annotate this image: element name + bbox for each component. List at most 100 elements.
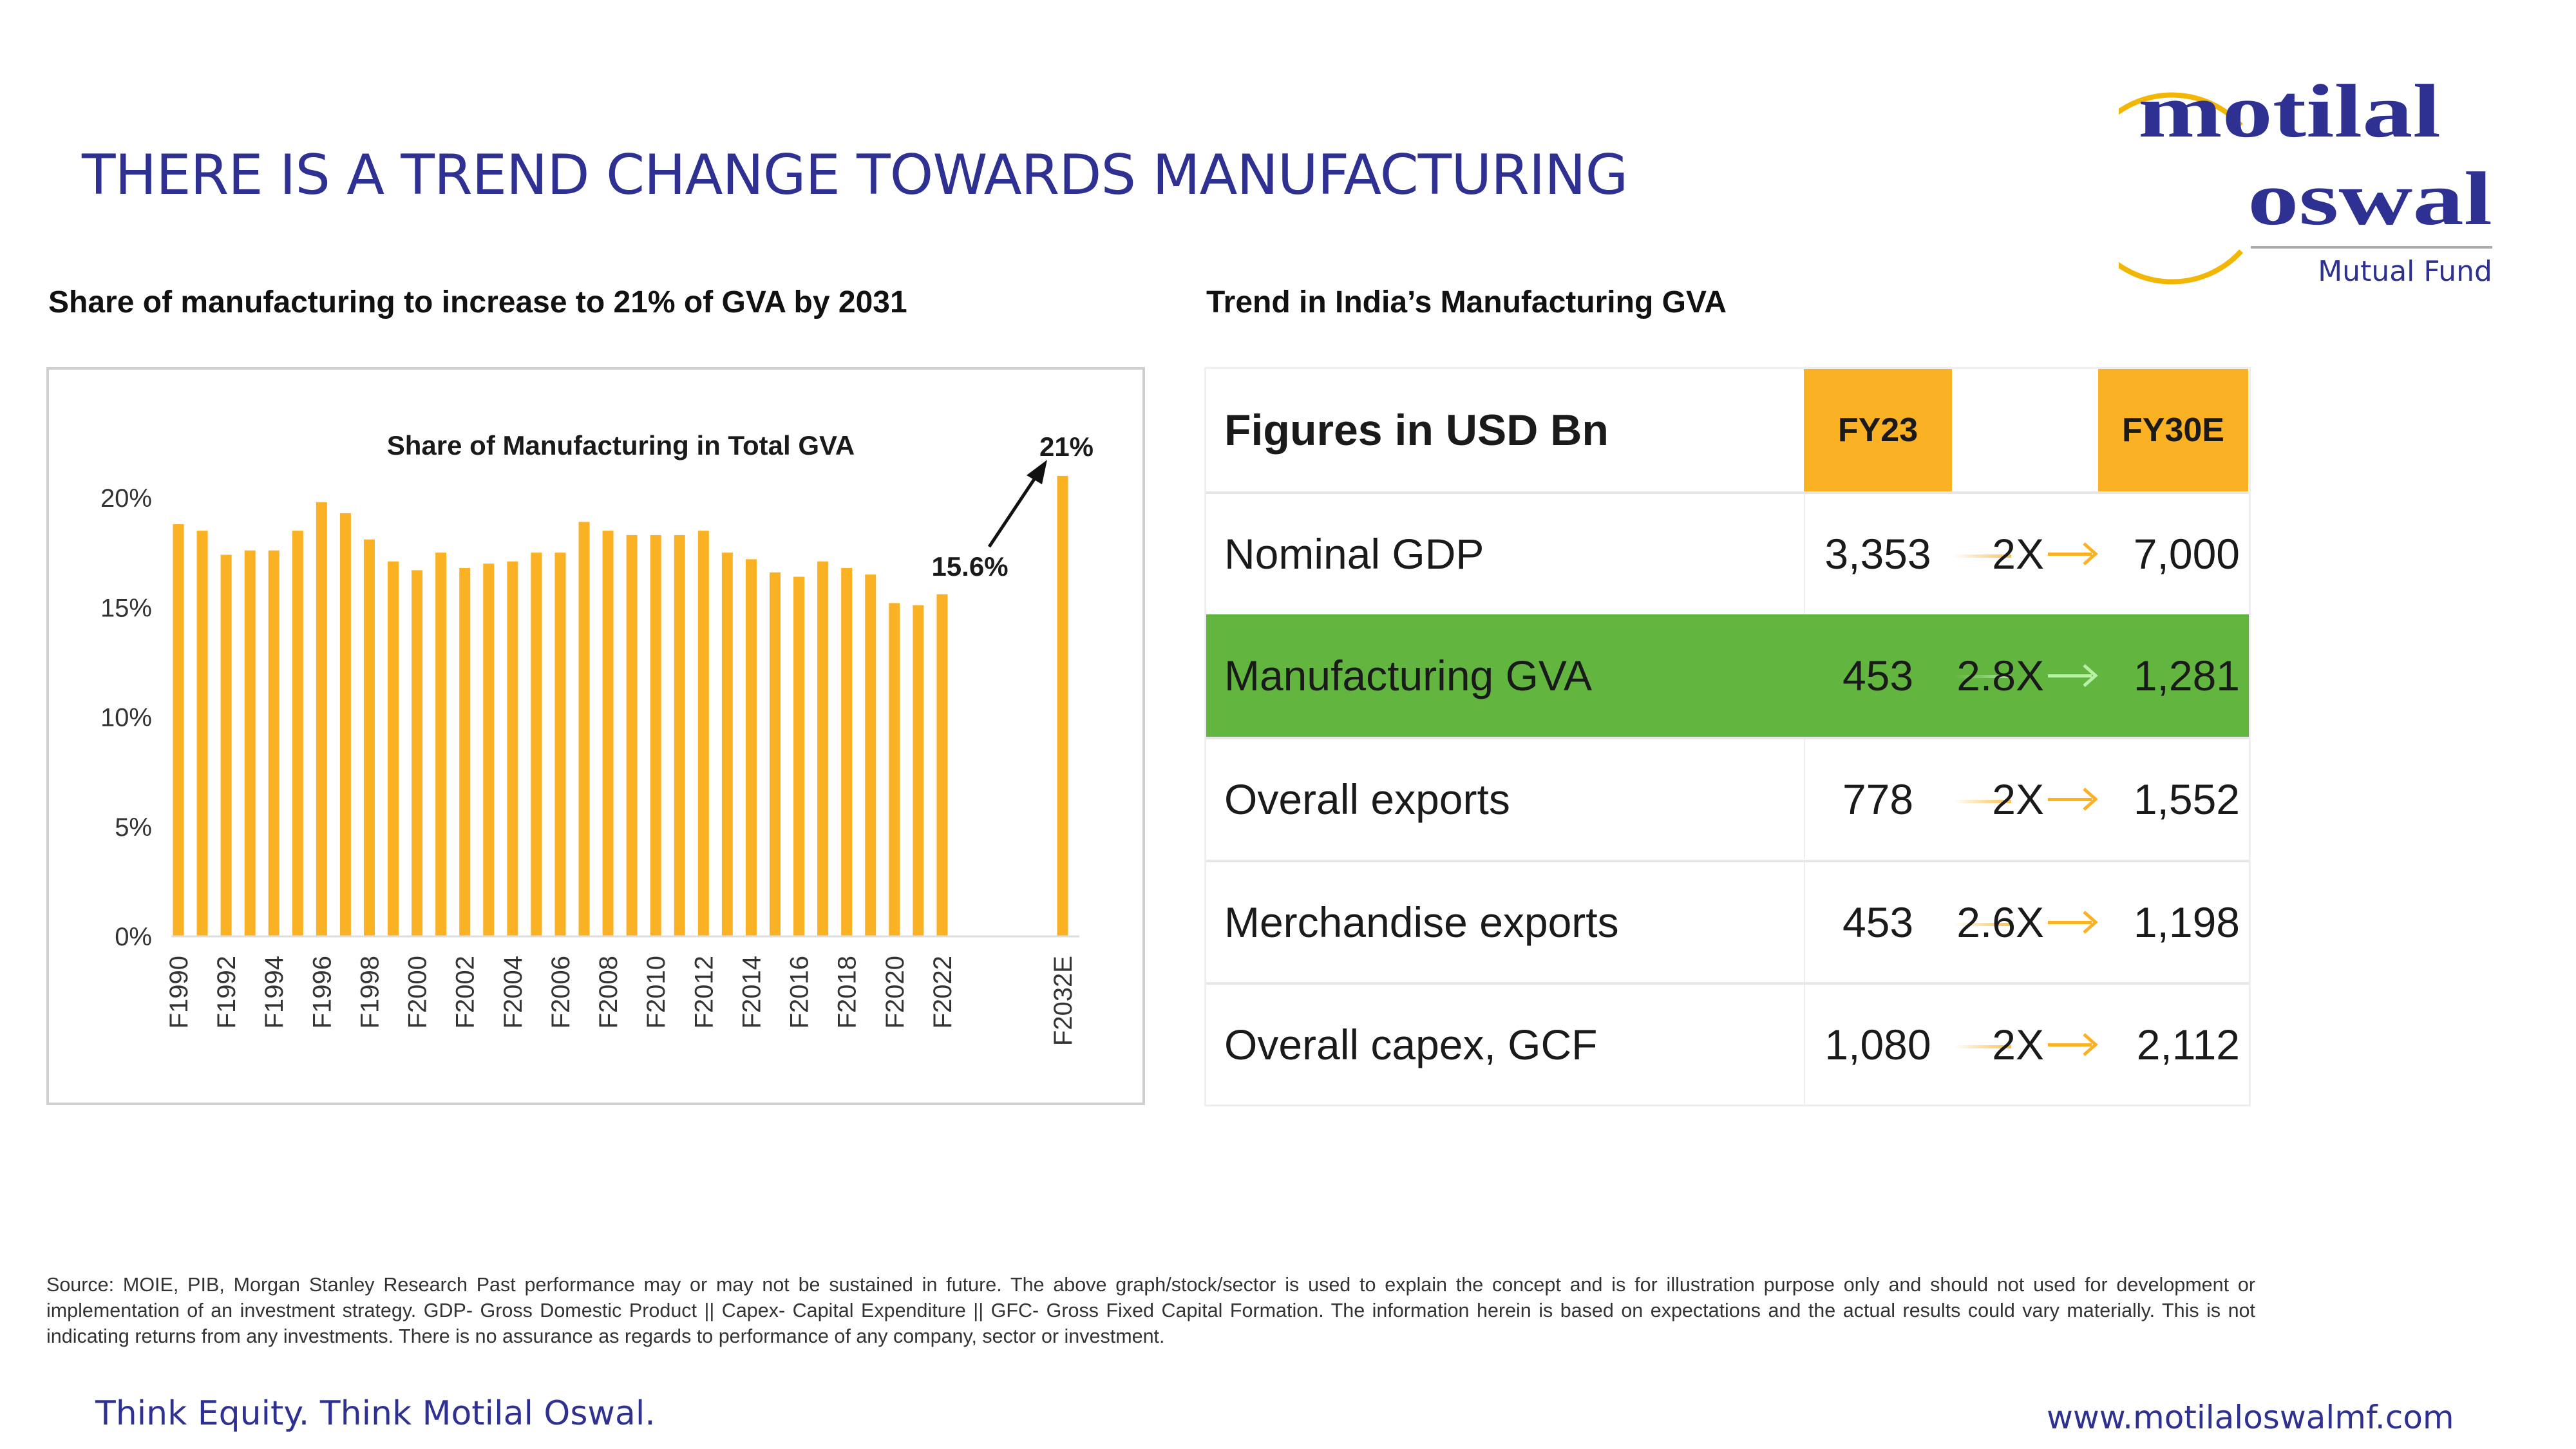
arrow-right-icon — [2048, 1033, 2098, 1056]
growth-multiple: 2X — [1953, 985, 2098, 1104]
fy23-value: 1,080 — [1824, 1021, 1931, 1068]
column-divider — [1804, 985, 1805, 1104]
bar-F2005 — [531, 553, 542, 936]
row-label: Manufacturing GVA — [1224, 651, 1593, 699]
manufacturing-gva-table: Figures in USD Bn FY23 FY30E Nominal GDP… — [1204, 367, 2251, 1106]
bar-F2004 — [507, 561, 518, 936]
fy23-value: 3,353 — [1824, 530, 1931, 578]
x-tick-label: F1990 — [165, 956, 193, 1028]
row-label: Overall exports — [1224, 775, 1510, 823]
fy30e-value: 1,281 — [2133, 651, 2240, 699]
x-tick-label: F2018 — [833, 956, 862, 1028]
fy23-value: 453 — [1842, 651, 1914, 699]
x-tick-label: F2012 — [690, 956, 718, 1028]
bar-F1993 — [244, 550, 256, 936]
website-link[interactable]: www.motilaloswalmf.com — [2047, 1399, 2454, 1436]
arrow-right-icon — [2048, 788, 2098, 811]
growth-multiple: 2.6X — [1953, 862, 2098, 982]
multiple-text: 2X — [1992, 1021, 2044, 1068]
bar-F2015 — [770, 572, 781, 936]
bar-F1998 — [363, 539, 375, 936]
chart-subtitle: Share of manufacturing to increase to 21… — [48, 285, 907, 319]
fade-line-icon — [1953, 800, 2011, 803]
header-fy30e: FY30E — [2098, 369, 2248, 491]
growth-multiple: 2X — [1953, 494, 2098, 614]
bar-F2019 — [865, 574, 876, 936]
column-divider — [1804, 494, 1805, 614]
x-tick-label: F2008 — [594, 956, 623, 1028]
x-tick-label: F1998 — [355, 956, 384, 1028]
bar-F2002 — [459, 567, 471, 936]
header-fy23: FY23 — [1804, 369, 1952, 491]
table-row: Overall exports 778 2X 1,552 — [1206, 737, 2249, 859]
row-label: Overall capex, GCF — [1224, 1021, 1598, 1068]
x-tick-label: F2014 — [737, 956, 766, 1028]
fy23-value: 778 — [1842, 775, 1914, 823]
bar-F2014 — [745, 559, 757, 936]
bar-F2020 — [889, 603, 900, 936]
annotation-projection: 21% — [1039, 431, 1094, 462]
column-divider — [1804, 739, 1805, 859]
x-tick-label: F2016 — [786, 956, 814, 1028]
fade-line-icon — [1953, 922, 2011, 926]
logo-line1: motilal — [2138, 69, 2441, 153]
fy23-value: 453 — [1842, 898, 1914, 946]
multiple-text: 2.6X — [1956, 898, 2044, 946]
multiple-text: 2.8X — [1956, 651, 2044, 699]
fade-line-icon — [1953, 674, 2011, 678]
multiple-text: 2X — [1992, 775, 2044, 823]
bar-F1999 — [388, 561, 399, 936]
bar-F2007 — [578, 522, 590, 936]
logo-line3: Mutual Fund — [2318, 255, 2492, 287]
arrow-right-icon — [2048, 663, 2098, 687]
logo-ring-icon — [2119, 92, 2243, 285]
bar-F2022 — [936, 594, 948, 936]
chart-canvas: Share of Manufacturing in Total GVA 0% 5%… — [100, 430, 1094, 1046]
bar-F2018 — [841, 567, 853, 936]
source-disclaimer: Source: MOIE, PIB, Morgan Stanley Resear… — [46, 1274, 2255, 1347]
trend-arrow-icon — [987, 460, 1047, 548]
fy30e-value: 1,552 — [2133, 775, 2240, 823]
x-tick-label: F2032E — [1049, 956, 1077, 1046]
tagline: Think Equity. Think Motilal Oswal. — [95, 1394, 656, 1433]
bar-F2009 — [626, 535, 638, 936]
x-tick-label: F2020 — [881, 956, 909, 1028]
bar-F2010 — [650, 535, 661, 936]
x-tick-label: F1992 — [213, 956, 241, 1028]
bar-F2008 — [602, 531, 614, 936]
table-row: Nominal GDP 3,353 2X 7,000 — [1206, 491, 2249, 614]
table-row: Overall capex, GCF 1,080 2X 2,112 — [1206, 982, 2249, 1104]
bars — [173, 475, 1068, 936]
motilal-oswal-logo: motilal oswal Mutual Fund — [2119, 69, 2492, 287]
table-row: Merchandise exports 453 2.6X 1,198 — [1206, 859, 2249, 982]
manufacturing-share-chart: Share of Manufacturing in Total GVA 0% 5%… — [46, 367, 1145, 1105]
x-tick-label: F2010 — [642, 956, 670, 1028]
row-label: Merchandise exports — [1224, 898, 1619, 946]
bar-F2021 — [913, 605, 924, 936]
x-tick-label: F2004 — [499, 956, 527, 1028]
bar-F1991 — [196, 531, 208, 936]
x-tick-label: F2006 — [547, 956, 575, 1028]
bar-F1995 — [292, 531, 303, 936]
arrow-right-icon — [2048, 910, 2098, 934]
x-tick-label: F2022 — [929, 956, 957, 1028]
x-tick-label: F2000 — [404, 956, 432, 1028]
y-tick-label: 0% — [115, 923, 152, 951]
x-tick-label: F1996 — [308, 956, 336, 1028]
growth-multiple: 2.8X — [1953, 614, 2098, 737]
table-header-row: Figures in USD Bn FY23 FY30E — [1206, 369, 2249, 491]
y-tick-label: 15% — [100, 594, 152, 622]
logo-divider — [2251, 246, 2492, 249]
annotation-last-actual: 15.6% — [931, 551, 1008, 582]
row-label: Nominal GDP — [1224, 530, 1484, 578]
bar-F1997 — [339, 513, 351, 936]
x-tick-label: F2002 — [451, 956, 480, 1028]
header-label: Figures in USD Bn — [1224, 406, 1609, 455]
bar-F1996 — [316, 502, 327, 936]
fy30e-value: 1,198 — [2133, 898, 2240, 946]
y-tick-label: 5% — [115, 813, 152, 842]
fy30e-value: 7,000 — [2133, 530, 2240, 578]
arrow-right-icon — [2048, 542, 2098, 565]
bar-F2016 — [793, 576, 805, 936]
multiple-text: 2X — [1992, 530, 2044, 578]
